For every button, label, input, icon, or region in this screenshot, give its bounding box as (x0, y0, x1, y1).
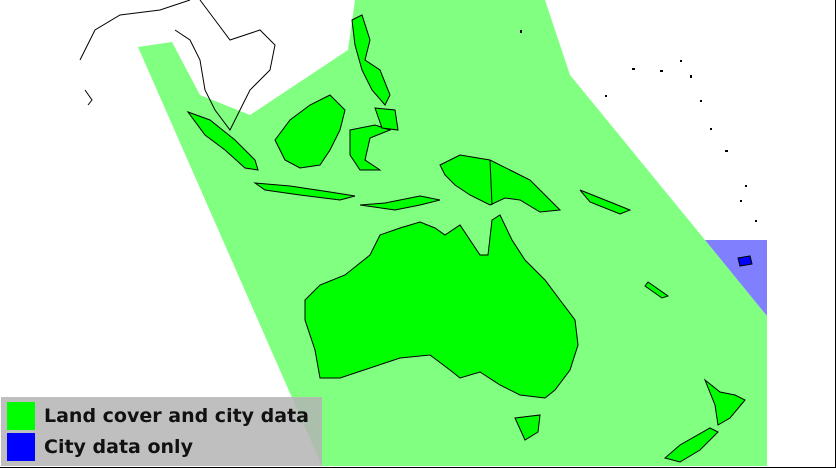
map-legend: Land cover and city data City data only (1, 397, 322, 466)
lesser-sunda-islands (359, 195, 441, 211)
legend-label: City data only (44, 436, 193, 458)
solomon-islands (579, 189, 632, 215)
mindanao (374, 107, 399, 131)
new-zealand-south (663, 427, 719, 463)
borneo (274, 94, 346, 169)
pacific-islands (520, 30, 757, 222)
legend-swatch-blue (7, 433, 35, 461)
new-zealand-north (703, 378, 746, 426)
java (253, 182, 356, 201)
legend-item-city-only: City data only (7, 433, 193, 461)
png-border (489, 159, 493, 206)
new-caledonia (644, 281, 670, 299)
mainland-asia-outline (79, 0, 276, 131)
legend-item-land-cover: Land cover and city data (7, 402, 309, 430)
australia (304, 214, 579, 399)
sumatra (186, 110, 259, 171)
fiji (737, 255, 753, 267)
sulawesi (349, 124, 392, 171)
new-guinea (439, 154, 562, 213)
tasmania (514, 414, 541, 441)
city-only-coverage-region (705, 240, 767, 316)
philippines (351, 14, 391, 106)
legend-swatch-green (7, 402, 35, 430)
legend-label: Land cover and city data (44, 405, 309, 427)
